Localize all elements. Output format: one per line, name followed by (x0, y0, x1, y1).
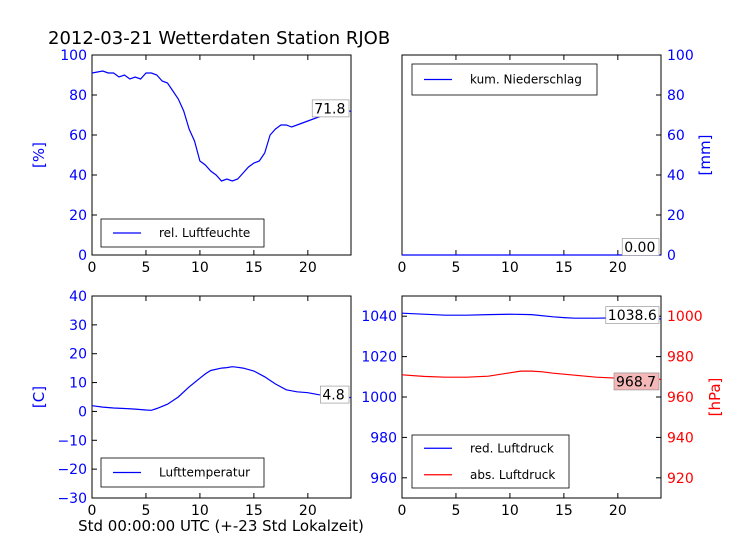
y-axis-label: [hPa] (706, 378, 724, 417)
x-tick-label: 10 (501, 260, 519, 276)
x-tick-label: 5 (141, 260, 150, 276)
x-tick-label: 5 (141, 503, 150, 519)
last-value-label-box (613, 372, 660, 391)
y-tick-label: 60 (69, 128, 87, 144)
y-tick-label: 0 (78, 404, 87, 420)
x-tick-label: 15 (245, 503, 263, 519)
y-tick-label: 980 (370, 430, 397, 446)
y-tick-label: 20 (667, 208, 685, 224)
figure-xlabel: Std 00:00:00 UTC (+-23 Std Lokalzeit) (78, 517, 364, 535)
y-tick-label: 100 (60, 48, 87, 64)
x-tick-label: 10 (501, 503, 519, 519)
x-tick-label: 0 (88, 503, 97, 519)
x-tick-label: 0 (398, 503, 407, 519)
y-tick-label: 940 (667, 430, 694, 446)
legend-label: kum. Niederschlag (470, 73, 582, 87)
last-value-label: 4.8 (322, 388, 344, 404)
x-tick-label: 5 (451, 260, 460, 276)
y-tick-label: −30 (57, 491, 87, 507)
last-value-label: 71.8 (314, 101, 345, 117)
y-tick-label: 960 (370, 471, 397, 487)
legend-label: abs. Luftdruck (470, 468, 555, 482)
legend-label: red. Luftdruck (470, 441, 554, 455)
plot-frame (91, 54, 352, 256)
y-tick-label: 0 (667, 248, 676, 264)
y-axis-label: [C] (30, 386, 48, 408)
legend-label: rel. Luftfeuchte (159, 226, 250, 240)
x-tick-label: 20 (299, 260, 317, 276)
y-tick-label: 10 (69, 376, 87, 392)
series-line-abs-luftdruck (401, 370, 662, 380)
x-tick-label: 15 (245, 260, 263, 276)
series-line-humidity (91, 70, 352, 182)
y-tick-label: 40 (69, 289, 87, 305)
y-tick-label: 960 (667, 390, 694, 406)
y-tick-label: 20 (69, 347, 87, 363)
y-tick-label: 80 (667, 88, 685, 104)
y-tick-label: −20 (57, 462, 87, 478)
y-tick-label: 1000 (667, 309, 703, 325)
y-tick-label: −10 (57, 433, 87, 449)
x-tick-label: 15 (555, 260, 573, 276)
last-value-label-box (605, 306, 660, 324)
y-tick-label: 980 (667, 350, 694, 366)
y-tick-label: 80 (69, 88, 87, 104)
panel-humidity: 0 5 10 15 20 0 20 40 60 80 100 [%] 71.8 rel. Luftfeuc… (30, 48, 352, 276)
x-tick-label: 10 (191, 260, 209, 276)
y-tick-label: 40 (69, 168, 87, 184)
last-value-label-box (320, 385, 350, 404)
x-tick-label: 0 (88, 260, 97, 276)
panel-precipitation: 0 5 10 15 20 0 20 40 60 80 100 [mm] 0.00 kum. Nieders… (398, 48, 714, 276)
y-tick-label: 1020 (361, 350, 397, 366)
last-value-label: 968.7 (616, 374, 656, 390)
y-axis-label: [%] (30, 142, 48, 168)
y-tick-label: 0 (78, 248, 87, 264)
y-tick-label: 1040 (361, 309, 397, 325)
x-tick-label: 15 (555, 503, 573, 519)
legend-box (100, 218, 265, 248)
legend-box (411, 63, 598, 96)
last-value-label-box (621, 238, 660, 256)
last-value-label: 0.00 (624, 240, 655, 256)
series-line-temperature (91, 366, 352, 411)
y-tick-label: 40 (667, 168, 685, 184)
x-tick-label: 0 (398, 260, 407, 276)
x-tick-label: 20 (609, 503, 627, 519)
y-tick-label: 30 (69, 318, 87, 334)
y-tick-label: 60 (667, 128, 685, 144)
y-tick-label: 1000 (361, 390, 397, 406)
x-tick-label: 20 (609, 260, 627, 276)
panel-temperature: 0 5 10 15 20 −30 −20 −10 0 10 20 30 40 [C] 4.8 Lufttemp… (30, 289, 352, 519)
last-value-label: 1038.6 (608, 308, 657, 324)
y-tick-label: 100 (667, 48, 694, 64)
x-tick-label: 5 (451, 503, 460, 519)
legend-label: Lufttemperatur (159, 466, 250, 480)
figure-title: 2012-03-21 Wetterdaten Station RJOB (48, 28, 390, 49)
y-tick-label: 920 (667, 471, 694, 487)
last-value-label-box (311, 99, 350, 118)
legend-box (411, 434, 570, 489)
y-axis-label: [mm] (696, 135, 714, 176)
x-tick-label: 20 (299, 503, 317, 519)
x-tick-label: 10 (191, 503, 209, 519)
panel-pressure: 0 5 10 15 20 960 980 1000 1020 1040 920 940 960 980 10… (361, 295, 724, 519)
y-tick-label: 20 (69, 208, 87, 224)
